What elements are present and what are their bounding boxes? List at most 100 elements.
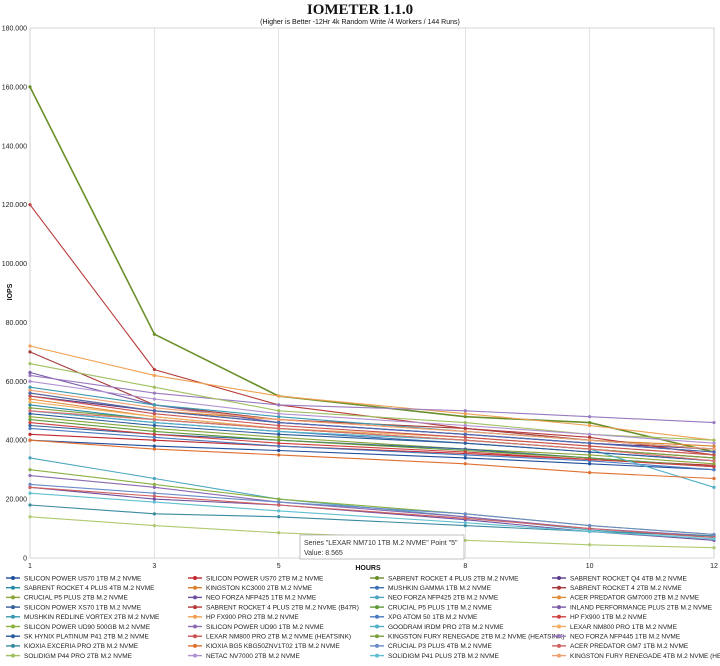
legend-label: LEXAR NM800 PRO 1TB M.2 NVME (570, 624, 678, 631)
legend-item: KINGSTON KC3000 2TB M.2 NVME (188, 585, 313, 592)
legend-label: KINGSTON KC3000 2TB M.2 NVME (206, 585, 313, 592)
data-point (28, 344, 32, 348)
legend-label: HP FX900 1TB M.2 NVME (570, 614, 647, 621)
data-point (277, 412, 281, 416)
legend-label: XPG ATOM 50 1TB M.2 NVME (388, 614, 478, 621)
y-axis-label: IOPS (7, 283, 14, 300)
data-point (463, 441, 467, 445)
legend-item: MUSHKIN REDLINE VORTEX 2TB M.2 NVME (6, 614, 160, 621)
data-point (28, 482, 32, 486)
data-point (28, 400, 32, 404)
data-point (463, 409, 467, 413)
data-point (28, 394, 32, 398)
data-point (277, 426, 281, 431)
legend-item: KIOXIA BG5 KBG50ZNV1T02 1TB M.2 NVME (188, 643, 340, 650)
legend-label: SILICON POWER UD90 500GB M.2 NVME (24, 624, 151, 631)
series-line (29, 419, 715, 468)
data-point (28, 397, 32, 401)
data-point (712, 468, 716, 472)
data-point (712, 462, 716, 466)
y-tick-label: 180.000 (2, 26, 27, 33)
legend-item: KINGSTON FURY RENEGADE 4TB M.2 NVME (HEA… (552, 653, 720, 660)
data-point (152, 429, 156, 433)
data-point (152, 373, 156, 378)
series-29 (28, 438, 716, 481)
legend-swatch-marker (375, 585, 379, 590)
series-line (29, 413, 715, 462)
data-point (277, 435, 281, 439)
data-point (152, 418, 156, 422)
data-point (588, 432, 592, 436)
data-point (712, 537, 716, 541)
legend-item: NETAC NV7000 2TB M.2 NVME (188, 653, 300, 660)
series-line (29, 457, 715, 538)
legend-swatch-marker (11, 585, 15, 590)
data-point (277, 418, 281, 422)
data-point (588, 457, 592, 461)
data-point (463, 432, 467, 436)
legend-swatch-marker (11, 653, 15, 658)
data-point (152, 397, 156, 401)
series-line (29, 439, 715, 471)
legend-item: SABRENT ROCKET 4 PLUS 4TB M.2 NVME (6, 585, 155, 592)
data-point (28, 420, 32, 425)
data-point (28, 373, 32, 378)
data-point (152, 524, 156, 528)
series-33 (28, 379, 716, 445)
data-point (28, 503, 32, 507)
x-tick-label: 1 (28, 563, 32, 570)
legend-swatch-marker (557, 643, 561, 648)
legend-label: HP FX900 PRO 2TB M.2 NVME (206, 614, 299, 621)
legend-label: NEO FORZA NFP425 1TB M.2 NVME (206, 595, 317, 602)
series-line (29, 427, 715, 471)
legend-label: SILICON POWER US70 1TB M.2 NVME (24, 575, 142, 582)
legend-item: XPG ATOM 50 1TB M.2 NVME (370, 614, 478, 621)
x-tick-labels: 1 3 5 8 10 12 (28, 563, 718, 570)
legend-swatch-marker (193, 605, 197, 610)
data-point (277, 500, 281, 504)
data-point (152, 406, 156, 410)
data-point (712, 456, 716, 460)
data-point (588, 462, 592, 466)
data-point (463, 456, 467, 460)
data-point (463, 524, 467, 528)
legend-label: SILICON POWER XS70 1TB M.2 NVME (24, 604, 142, 611)
legend-item: NEO FORZA NFP445 1TB M.2 NVME (552, 634, 681, 641)
data-point (712, 459, 716, 463)
data-point (28, 379, 32, 383)
legend-label: SOLIDIGM P44 PRO 2TB M.2 NVME (24, 653, 133, 660)
series-line (29, 410, 715, 462)
legend-item: SILICON POWER US70 2TB M.2 NVME (188, 575, 324, 582)
data-point (28, 406, 32, 410)
data-point (463, 521, 467, 525)
legend-item: NEO FORZA NFP425 2TB M.2 NVME (370, 595, 499, 602)
x-tick-label: 8 (463, 563, 467, 570)
data-point (277, 453, 281, 457)
data-point (588, 524, 592, 528)
data-point (28, 491, 32, 495)
data-point (152, 444, 156, 448)
series-line (29, 345, 715, 441)
y-tick-label: 40.000 (6, 438, 28, 445)
data-point (588, 415, 592, 419)
legend-swatch-marker (193, 585, 197, 590)
series-10 (28, 456, 716, 539)
legend-swatch-marker (193, 595, 197, 600)
data-point (28, 403, 32, 407)
series-34 (28, 491, 716, 541)
legend-item: GOODRAM IRDM PRO 2TB M.2 NVME (370, 624, 504, 631)
series-30 (28, 482, 716, 537)
legend-swatch-marker (557, 653, 561, 658)
series-35 (28, 388, 716, 451)
data-point (712, 453, 716, 457)
legend-item: KIOXIA EXCERIA PRO 2TB M.2 NVME (6, 643, 139, 650)
chart-subtitle: (Higher is Better -12Hr 4k Random Write … (260, 19, 460, 26)
data-point (712, 546, 716, 550)
data-point (463, 450, 467, 454)
series-line (29, 439, 715, 480)
data-point (152, 497, 156, 501)
series-line (29, 410, 715, 488)
legend-swatch-marker (375, 576, 379, 580)
data-point (277, 441, 281, 445)
data-point (28, 412, 32, 416)
